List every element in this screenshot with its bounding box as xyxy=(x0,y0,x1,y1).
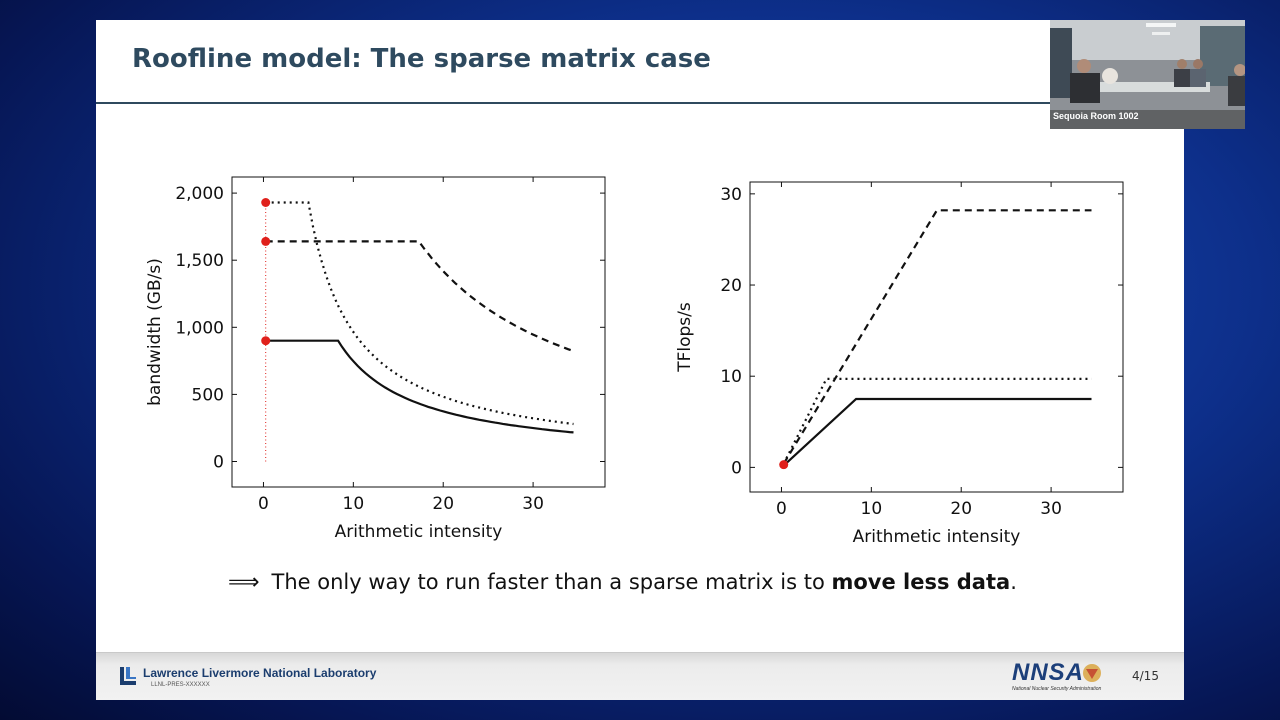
y-tick-label: 30 xyxy=(720,185,742,205)
series-line-solid xyxy=(265,339,574,434)
y-tick-label: 10 xyxy=(720,367,742,387)
x-axis-label: Arithmetic intensity xyxy=(853,527,1021,547)
data-point-marker xyxy=(261,236,271,246)
data-point-marker xyxy=(261,197,271,207)
charts-area: 0 10 20 30 0 500 1,000 1,500 2,000 Arithmetic int… xyxy=(96,102,1184,562)
series-line-dotted xyxy=(265,201,574,426)
x-tick-label: 30 xyxy=(1040,499,1062,519)
nnsa-letters: NNSA xyxy=(1012,659,1085,686)
y-tick-label: 2,000 xyxy=(175,184,224,204)
y-axis-label: TFlops/s xyxy=(675,302,695,373)
bandwidth-chart: 0 10 20 30 0 500 1,000 1,500 2,000 Arithmetic int… xyxy=(145,176,606,542)
conclusion-bold: move less data xyxy=(831,570,1011,594)
series-line-dotted xyxy=(782,377,1092,465)
x-tick-label: 30 xyxy=(522,494,544,514)
y-tick-label: 1,500 xyxy=(175,251,224,271)
page-number: 4/15 xyxy=(1132,669,1159,683)
nnsa-logo-icon xyxy=(1083,664,1101,682)
tflops-chart: 0 10 20 30 0 10 20 30 Arithmetic intensity TFlops… xyxy=(675,181,1124,547)
x-tick-label: 10 xyxy=(343,494,365,514)
slide: Roofline model: The sparse matrix case 0… xyxy=(96,20,1184,700)
x-tick-label: 10 xyxy=(861,499,883,519)
nnsa-subtitle: National Nuclear Security Administration xyxy=(1012,686,1102,692)
implies-arrow: ⟹ xyxy=(228,570,260,595)
room-label: Sequoia Room 1002 xyxy=(1053,111,1139,121)
doc-code: LLNL-PRES-XXXXXX xyxy=(151,682,210,688)
y-axis-label: bandwidth (GB/s) xyxy=(145,258,165,406)
plot-frame xyxy=(749,181,1124,493)
video-tile[interactable]: Sequoia Room 1002 xyxy=(1050,20,1245,129)
series-line-solid xyxy=(782,397,1092,467)
conclusion-after: . xyxy=(1010,570,1017,594)
y-tick-label: 500 xyxy=(192,385,224,405)
x-tick-label: 20 xyxy=(950,499,972,519)
series-line-dashed xyxy=(265,240,574,353)
llnl-logo-icon xyxy=(120,667,136,685)
x-axis-label: Arithmetic intensity xyxy=(335,522,503,542)
footer: Lawrence Livermore National Laboratory L… xyxy=(96,652,1184,700)
conclusion-before: The only way to run faster than a sparse… xyxy=(271,570,832,594)
room-camera-feed xyxy=(1050,20,1245,129)
x-tick-label: 0 xyxy=(776,499,787,519)
plot-frame xyxy=(231,176,606,488)
y-tick-label: 20 xyxy=(720,276,742,296)
data-point-marker xyxy=(261,336,271,346)
slide-title: Roofline model: The sparse matrix case xyxy=(132,44,711,74)
y-tick-label: 0 xyxy=(213,453,224,473)
data-point-marker xyxy=(779,460,789,470)
y-tick-label: 0 xyxy=(731,458,742,478)
title-bar: Roofline model: The sparse matrix case xyxy=(96,20,1184,104)
series-line-dashed xyxy=(782,209,1092,465)
conclusion-text: ⟹ The only way to run faster than a spars… xyxy=(228,570,1128,595)
lab-name: Lawrence Livermore National Laboratory xyxy=(143,666,377,680)
x-tick-label: 0 xyxy=(258,494,269,514)
y-tick-label: 1,000 xyxy=(175,318,224,338)
x-tick-label: 20 xyxy=(432,494,454,514)
